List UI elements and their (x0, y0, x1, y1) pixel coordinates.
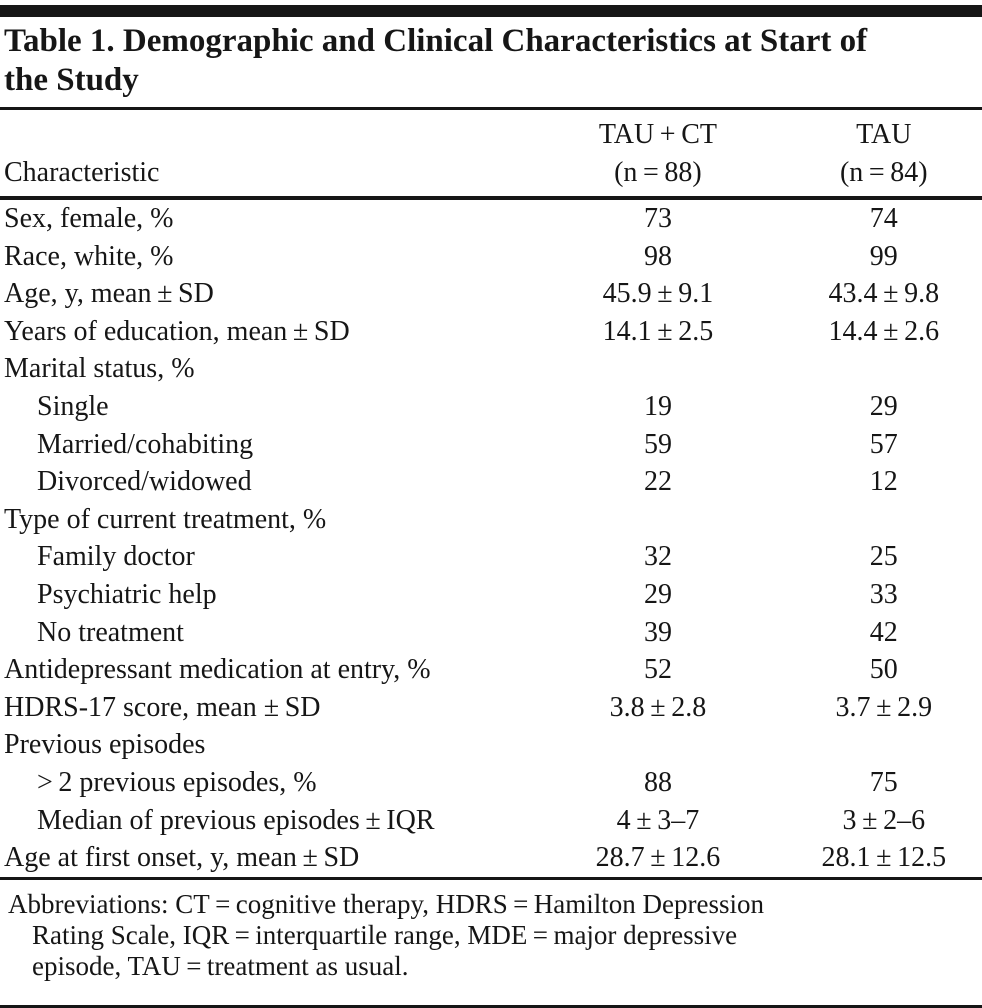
header-row-ns: Characteristic (n = 88) (n = 84) (0, 154, 982, 196)
value-cell-tau: 3.7 ± 2.9 (835, 691, 933, 723)
header-empty-cell (0, 110, 530, 154)
table-row: Divorced/widowed 22 12 (0, 463, 982, 501)
value-cell-tau: 74 (869, 203, 898, 234)
header-characteristic: Characteristic (4, 157, 160, 188)
row-label: Median of previous episodes ± IQR (37, 804, 435, 836)
table-row: Married/cohabiting 59 57 (0, 426, 982, 464)
header-row-groups: TAU + CT TAU (0, 110, 982, 154)
row-label: HDRS-17 score, mean ± SD (4, 691, 321, 723)
characteristics-table: TAU + CT TAU Characteristic (n = 88) (n … (0, 110, 982, 196)
value-cell-tau-ct: 98 (643, 240, 672, 272)
header-col2-n: (n = 88) (614, 157, 702, 188)
value-cell-tau-ct: 3.8 ± 2.8 (609, 691, 707, 723)
top-rule (0, 5, 982, 17)
header-rule (0, 196, 982, 200)
table-row: Sex, female, % 73 74 (0, 200, 982, 238)
row-label: Age at first onset, y, mean ± SD (4, 842, 360, 874)
row-label: Sex, female, % (4, 203, 174, 234)
table-row: Age, y, mean ± SD 45.9 ± 9.1 43.4 ± 9.8 (0, 275, 982, 313)
value-cell-tau: 12 (869, 466, 898, 498)
footnote: Abbreviations: CT = cognitive therapy, H… (0, 880, 982, 995)
table-row: Psychiatric help 29 33 (0, 576, 982, 614)
row-label: Married/cohabiting (37, 428, 254, 460)
table-row: HDRS-17 score, mean ± SD 3.8 ± 2.8 3.7 ± 2… (0, 689, 982, 727)
row-label: Marital status, % (4, 353, 195, 385)
value-cell-tau: 42 (869, 616, 898, 648)
row-label: Psychiatric help (37, 578, 217, 610)
value-cell-tau: 75 (869, 766, 898, 798)
value-cell-tau (786, 726, 982, 764)
value-cell-tau: 33 (869, 578, 898, 610)
characteristics-table-body: Sex, female, % 73 74 Race, white, % 98 99 Age,… (0, 200, 982, 877)
table-row: Single 19 29 (0, 388, 982, 426)
value-cell-tau-ct: 4 ± 3–7 (616, 804, 700, 836)
table-row: Age at first onset, y, mean ± SD 28.7 ± 1… (0, 839, 982, 877)
value-cell-tau-ct (530, 350, 785, 388)
row-label: > 2 previous episodes, % (37, 766, 317, 798)
row-label: Single (37, 390, 109, 422)
value-cell-tau: 29 (869, 390, 898, 422)
bottom-rule (0, 1004, 982, 1008)
value-cell-tau: 50 (869, 654, 898, 686)
table-row: No treatment 39 42 (0, 614, 982, 652)
footnote-line: episode, TAU = treatment as usual. (32, 950, 409, 981)
table-row: Years of education, mean ± SD 14.1 ± 2.5 1… (0, 313, 982, 351)
value-cell-tau: 3 ± 2–6 (842, 804, 926, 836)
table-row: Marital status, % (0, 350, 982, 388)
row-label: Divorced/widowed (37, 466, 252, 498)
footnote-rule (0, 876, 982, 880)
value-cell-tau (786, 501, 982, 539)
paper-table-page: Table 1. Demographic and Clinical Charac… (0, 5, 982, 1008)
row-label: Age, y, mean ± SD (4, 278, 214, 310)
table-row: Family doctor 32 25 (0, 538, 982, 576)
table-row: Antidepressant medication at entry, % 52 5… (0, 651, 982, 689)
footnote-line: Rating Scale, IQR = interquartile range,… (32, 919, 738, 950)
row-label: Years of education, mean ± SD (4, 315, 350, 347)
row-label: Family doctor (37, 541, 195, 573)
header-col2-group: TAU + CT (598, 119, 717, 150)
value-cell-tau-ct (530, 501, 785, 539)
footnote-line: Abbreviations: CT = cognitive therapy, H… (8, 888, 764, 919)
value-cell-tau-ct: 14.1 ± 2.5 (602, 315, 714, 347)
value-cell-tau-ct: 73 (643, 203, 672, 234)
row-label: Antidepressant medication at entry, % (4, 654, 431, 686)
value-cell-tau-ct: 52 (643, 654, 672, 686)
value-cell-tau: 43.4 ± 9.8 (828, 278, 940, 310)
value-cell-tau: 57 (869, 428, 898, 460)
value-cell-tau-ct: 19 (643, 390, 672, 422)
value-cell-tau: 25 (869, 541, 898, 573)
table-row: Race, white, % 98 99 (0, 238, 982, 276)
value-cell-tau-ct: 22 (643, 466, 672, 498)
table-row: Median of previous episodes ± IQR 4 ± 3–7… (0, 802, 982, 840)
header-col3-group: TAU (856, 119, 912, 150)
table-title-line1: Table 1. Demographic and Clinical Charac… (4, 23, 868, 59)
table-title: Table 1. Demographic and Clinical Charac… (0, 17, 982, 107)
column-header: TAU + CT TAU Characteristic (n = 88) (n … (0, 110, 982, 196)
value-cell-tau-ct: 39 (643, 616, 672, 648)
table-body: Sex, female, % 73 74 Race, white, % 98 99 Age,… (0, 200, 982, 877)
value-cell-tau-ct (530, 726, 785, 764)
value-cell-tau-ct: 32 (643, 541, 672, 573)
value-cell-tau-ct: 88 (643, 766, 672, 798)
value-cell-tau: 28.1 ± 12.5 (821, 842, 947, 874)
value-cell-tau: 99 (869, 240, 898, 272)
table-row: > 2 previous episodes, % 88 75 (0, 764, 982, 802)
table-row: Previous episodes (0, 726, 982, 764)
value-cell-tau-ct: 29 (643, 578, 672, 610)
row-label: Race, white, % (4, 240, 174, 272)
value-cell-tau-ct: 28.7 ± 12.6 (595, 842, 721, 874)
value-cell-tau: 14.4 ± 2.6 (828, 315, 940, 347)
value-cell-tau (786, 350, 982, 388)
row-label: No treatment (37, 616, 184, 648)
row-label: Previous episodes (4, 729, 206, 761)
value-cell-tau-ct: 59 (643, 428, 672, 460)
header-col3-n: (n = 84) (839, 157, 928, 188)
table-title-line2: the Study (4, 62, 139, 98)
row-label: Type of current treatment, % (4, 503, 327, 535)
value-cell-tau-ct: 45.9 ± 9.1 (602, 278, 714, 310)
title-rule (0, 107, 982, 110)
bottom-gap (0, 995, 982, 1005)
table-row: Type of current treatment, % (0, 501, 982, 539)
